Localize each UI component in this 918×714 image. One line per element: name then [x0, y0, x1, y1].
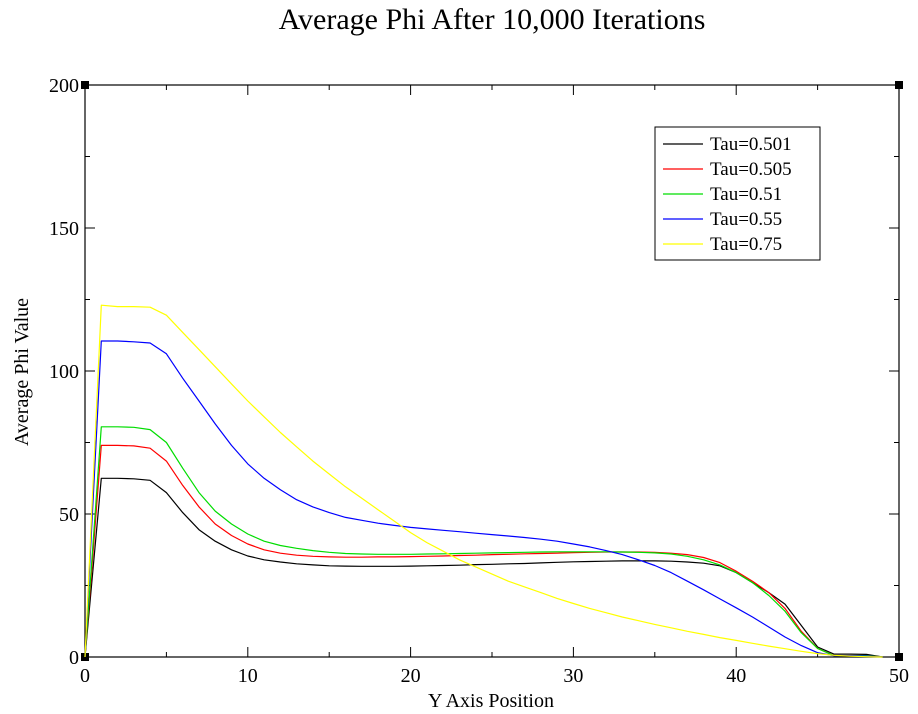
- series-line-tau-0-75: [84, 304, 883, 658]
- y-tick-label: 150: [49, 218, 79, 240]
- series-line-tau-0-55: [84, 340, 883, 658]
- legend-item: Tau=0.75: [710, 234, 782, 255]
- x-tick-label: 10: [238, 665, 258, 687]
- x-tick-label: 40: [726, 665, 746, 687]
- x-axis-label: Y Axis Position: [428, 690, 554, 712]
- y-tick-label: 50: [59, 504, 79, 526]
- chart-title: Average Phi After 10,000 Iterations: [279, 3, 706, 36]
- y-axis-label: Average Phi Value: [11, 298, 33, 446]
- y-tick-label: 0: [69, 647, 79, 669]
- series-line-tau-0-51: [84, 426, 883, 658]
- x-tick-label: 30: [563, 665, 583, 687]
- y-tick-label: 100: [49, 361, 79, 383]
- x-tick-label: 20: [401, 665, 421, 687]
- series-line-tau-0-505: [84, 444, 883, 658]
- legend-item: Tau=0.501: [710, 134, 792, 155]
- y-tick-label: 200: [49, 75, 79, 97]
- x-tick-label: 0: [80, 665, 90, 687]
- x-tick-label: 50: [889, 665, 909, 687]
- legend-item: Tau=0.505: [710, 159, 792, 180]
- legend-item: Tau=0.55: [710, 209, 782, 230]
- series-line-tau-0-501: [84, 477, 883, 658]
- legend-item: Tau=0.51: [710, 184, 782, 205]
- axis-ticks: 0 10 20 30 40 50 0 50 100 150 200: [49, 75, 909, 687]
- legend: Tau=0.501 Tau=0.505 Tau=0.51 Tau=0.55 Tau=0.…: [654, 126, 821, 261]
- series-lines: [84, 304, 883, 658]
